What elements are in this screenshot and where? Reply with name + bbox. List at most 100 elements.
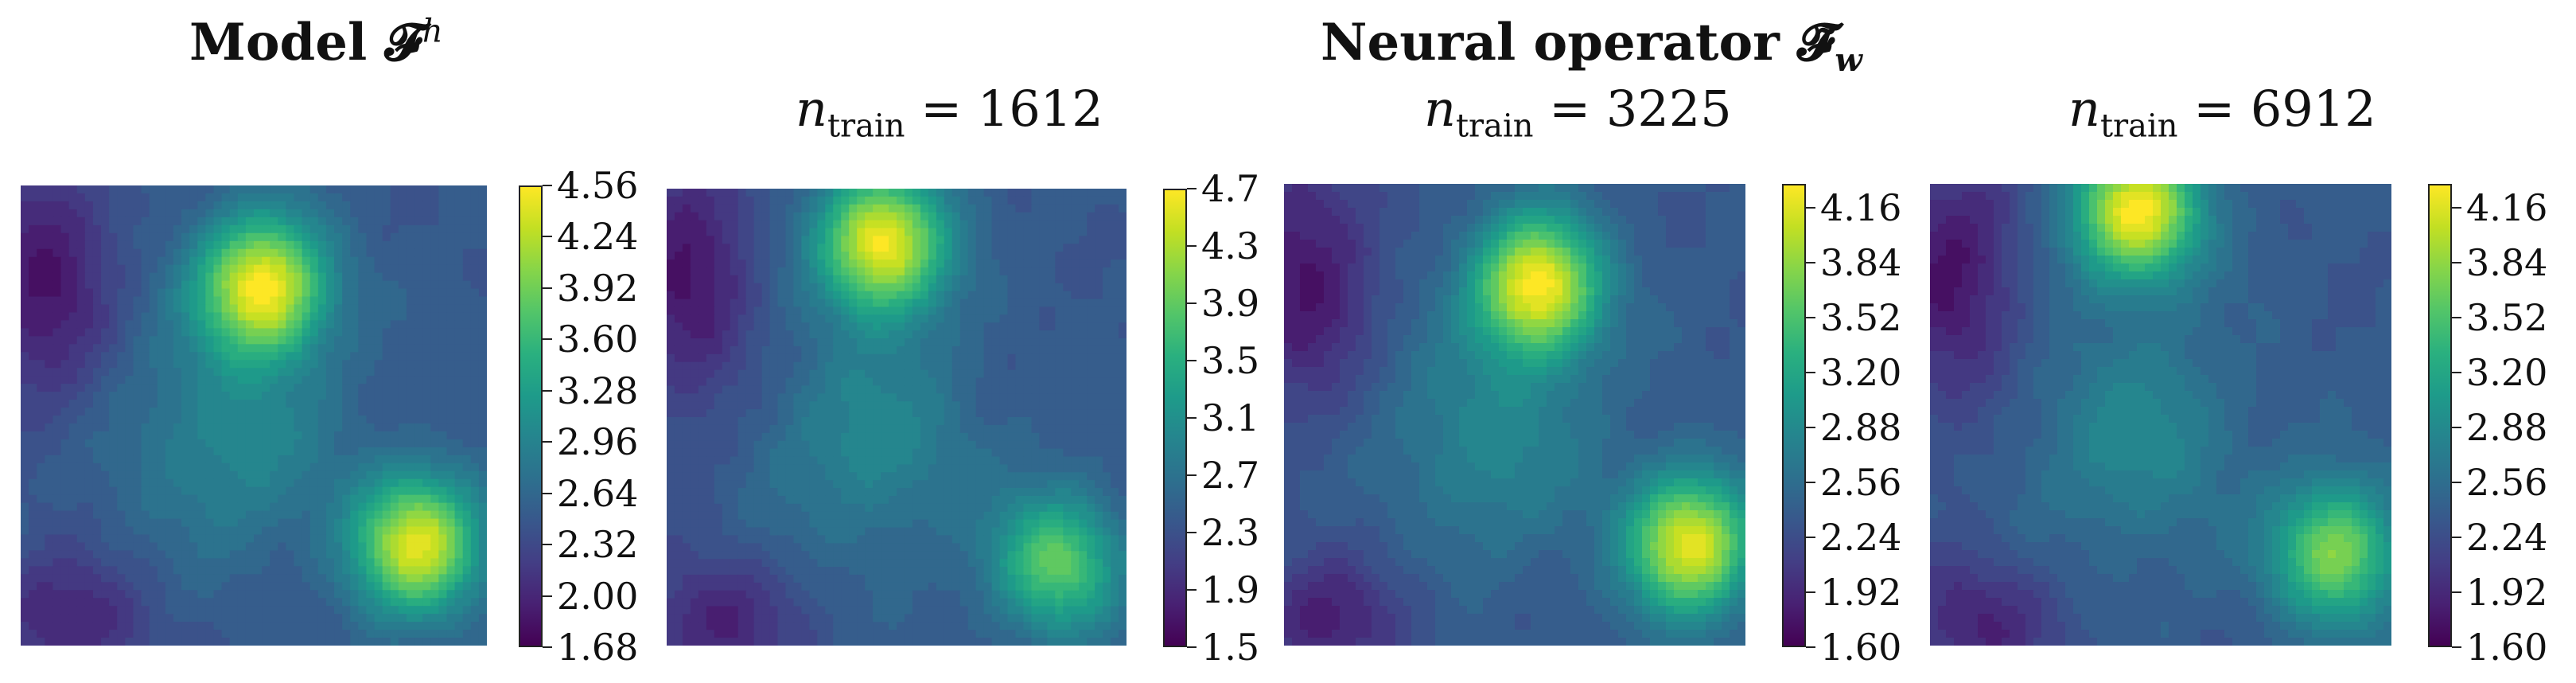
heatmap-cell	[141, 558, 150, 567]
heatmap-cell	[53, 296, 62, 306]
heatmap-cell	[68, 400, 78, 408]
heatmap-cell	[334, 486, 343, 496]
heatmap-cell	[109, 526, 118, 536]
heatmap-cell	[769, 393, 779, 402]
heatmap-cell	[706, 401, 715, 410]
heatmap-cell	[117, 614, 126, 623]
heatmap-cell	[157, 376, 166, 384]
heatmap-cell	[117, 217, 126, 226]
heatmap-cell	[325, 193, 335, 202]
heatmap-cell	[912, 212, 921, 221]
heatmap-cell	[462, 526, 472, 536]
heatmap-cell	[1047, 401, 1056, 410]
heatmap-cell	[317, 232, 327, 242]
heatmap-cell	[983, 189, 993, 197]
heatmap-cell	[881, 220, 889, 229]
heatmap-cell	[117, 360, 126, 369]
heatmap-cell	[358, 558, 368, 567]
heatmap-cell	[1023, 330, 1033, 339]
heatmap-cell	[390, 288, 399, 298]
heatmap-cell	[366, 574, 376, 583]
heatmap-1612-svg	[667, 189, 1127, 646]
heatmap-cell	[897, 212, 905, 221]
heatmap-cell	[37, 470, 45, 480]
heatmap-cell	[92, 264, 102, 274]
heatmap-cell	[173, 431, 182, 440]
heatmap-cell	[317, 272, 327, 282]
heatmap-cell	[991, 275, 1001, 284]
heatmap-cell	[173, 447, 182, 456]
heatmap-cell	[414, 352, 423, 361]
heatmap-cell	[454, 486, 464, 496]
heatmap-cell	[197, 264, 206, 274]
heatmap-cell	[342, 510, 351, 520]
heatmap-cell	[714, 220, 723, 229]
heatmap-cell	[45, 439, 54, 448]
heatmap-cell	[29, 256, 37, 266]
heatmap-cell	[690, 330, 699, 339]
heatmap-cell	[205, 217, 215, 226]
heatmap-cell	[446, 590, 456, 599]
heatmap-cell	[149, 272, 158, 282]
heatmap-cell	[777, 385, 787, 394]
heatmap-cell	[406, 336, 415, 345]
heatmap-cell	[342, 534, 351, 544]
heatmap-cell	[294, 614, 303, 623]
heatmap-cell	[454, 447, 464, 456]
heatmap-cell	[873, 189, 881, 197]
heatmap-cell	[809, 228, 818, 236]
heatmap-cell	[904, 361, 913, 371]
heatmap-cell	[237, 582, 247, 591]
heatmap-cell	[68, 320, 78, 329]
heatmap-cell	[270, 502, 278, 512]
heatmap-cell	[270, 630, 278, 638]
heatmap-cell	[777, 267, 787, 276]
heatmap-cell	[165, 598, 174, 607]
heatmap-cell	[398, 630, 407, 638]
heatmap-cell	[406, 431, 415, 440]
heatmap-cell	[213, 232, 223, 242]
heatmap-cell	[149, 558, 158, 567]
heatmap-cell	[205, 478, 215, 488]
heatmap-cell	[390, 486, 399, 496]
heatmap-cell	[1031, 314, 1040, 323]
heatmap-cell	[101, 614, 110, 623]
heatmap-cell	[777, 401, 787, 410]
heatmap-cell	[245, 622, 255, 630]
heatmap-cell	[189, 455, 198, 464]
heatmap-cell	[1015, 283, 1025, 292]
heatmap-cell	[722, 228, 731, 236]
heatmap-cell	[414, 256, 423, 266]
heatmap-cell	[109, 590, 118, 599]
heatmap-cell	[999, 385, 1009, 394]
heatmap-cell	[149, 400, 158, 408]
heatmap-cell	[317, 217, 327, 226]
heatmap-cell	[350, 470, 359, 480]
heatmap-cell	[698, 385, 707, 394]
heatmap-cell	[454, 185, 464, 194]
heatmap-cell	[133, 431, 142, 440]
heatmap-cell	[382, 416, 391, 424]
heatmap-cell	[68, 574, 78, 583]
heatmap-cell	[262, 384, 270, 392]
heatmap-cell	[173, 486, 182, 496]
heatmap-cell	[674, 236, 683, 244]
heatmap-cell	[278, 232, 287, 242]
heatmap-cell	[730, 377, 739, 387]
heatmap-cell	[286, 256, 295, 266]
heatmap-cell	[109, 376, 118, 384]
heatmap-cell	[21, 447, 29, 456]
heatmap-cell	[382, 296, 391, 306]
heatmap-cell	[801, 369, 810, 379]
heatmap-cell	[801, 393, 810, 402]
heatmap-cell	[777, 361, 787, 371]
heatmap-cell	[936, 244, 945, 252]
heatmap-cell	[302, 336, 311, 345]
heatmap-cell	[674, 361, 683, 371]
heatmap-cell	[133, 328, 142, 337]
heatmap-cell	[398, 408, 407, 416]
heatmap-cell	[865, 338, 874, 347]
heatmap-cell	[21, 542, 29, 552]
heatmap-cell	[334, 240, 343, 250]
heatmap-cell	[1031, 353, 1040, 363]
